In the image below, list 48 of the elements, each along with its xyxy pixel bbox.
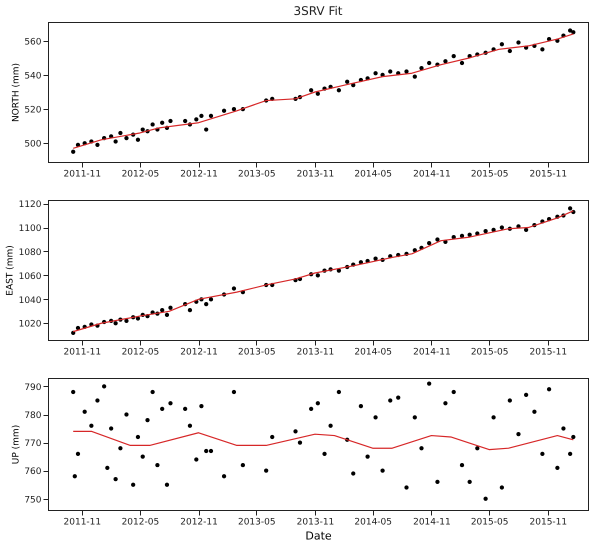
x-tick-label: 2013-05 [238, 170, 276, 180]
x-tick-label: 2012-05 [122, 348, 160, 358]
x-tick-label: 2013-11 [296, 348, 334, 358]
y-tick-label: 520 [24, 106, 42, 116]
y-axis-title: UP (mm) [11, 424, 22, 464]
y-tick-label: 750 [24, 495, 42, 506]
y-tick-label: 1100 [18, 224, 42, 234]
y-tick-label: 780 [24, 411, 42, 422]
y-tick-label: 1040 [18, 296, 42, 306]
x-tick-label: 2014-11 [413, 348, 451, 358]
y-tick-label: 770 [24, 439, 42, 450]
y-tick-label: 540 [24, 71, 42, 82]
x-tick-label: 2013-05 [238, 348, 276, 358]
y-tick-label: 500 [24, 140, 42, 150]
x-tick-label: 2015-05 [470, 518, 508, 528]
x-tick-label: 2014-05 [354, 348, 392, 358]
line-series [72, 430, 574, 450]
x-tick-label: 2013-05 [238, 518, 276, 528]
x-tick-label: 2014-11 [413, 518, 451, 528]
x-tick-label: 2013-11 [296, 518, 334, 528]
y-tick-label: 1060 [18, 272, 42, 282]
y-axis-title: NORTH (mm) [11, 62, 22, 122]
x-tick-label: 2015-05 [470, 348, 508, 358]
x-tick-label: 2015-11 [530, 518, 568, 528]
x-tick-label: 2011-11 [64, 518, 102, 528]
y-tick-label: 560 [24, 37, 42, 48]
x-tick-label: 2015-05 [470, 170, 508, 180]
y-axis-title: EAST (mm) [6, 245, 16, 296]
y-tick-label: 1120 [18, 200, 42, 210]
x-tick-label: 2011-11 [64, 348, 102, 358]
x-tick-label: 2011-11 [64, 170, 102, 180]
x-tick-label: 2013-11 [296, 170, 334, 180]
x-tick-label: 2015-11 [530, 348, 568, 358]
x-tick-label: 2014-05 [354, 518, 392, 528]
y-tick-label: 790 [24, 382, 42, 393]
y-tick-label: 760 [24, 467, 42, 478]
x-tick-label: 2012-11 [180, 518, 218, 528]
x-tick-label: 2015-11 [530, 170, 568, 180]
x-axis-title: Date [305, 530, 332, 542]
chart-title: 3SRV Fit [293, 4, 343, 18]
y-tick-label: 1020 [18, 320, 42, 330]
x-tick-label: 2012-05 [122, 170, 160, 180]
x-tick-label: 2012-05 [122, 518, 160, 528]
x-tick-label: 2012-11 [180, 170, 218, 180]
y-tick-label: 1080 [18, 248, 42, 258]
x-tick-label: 2012-11 [180, 348, 218, 358]
x-tick-label: 2014-11 [413, 170, 451, 180]
x-tick-label: 2014-05 [354, 170, 392, 180]
